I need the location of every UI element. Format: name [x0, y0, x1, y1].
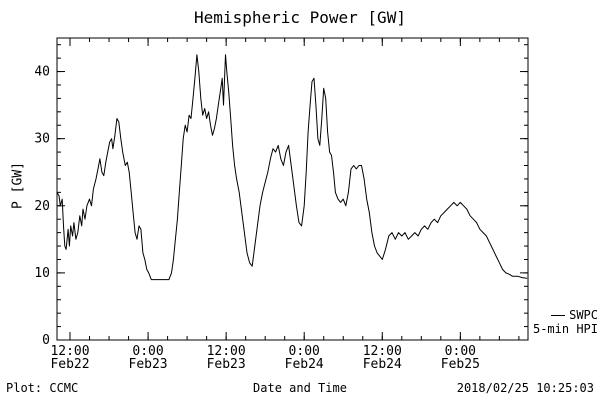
- svg-text:20: 20: [34, 199, 50, 214]
- plot-credit: Plot: CCMC: [6, 381, 79, 395]
- chart-title: Hemispheric Power [GW]: [194, 8, 406, 27]
- svg-text:Feb22: Feb22: [50, 357, 89, 372]
- legend-series-name: SWPC: [569, 308, 598, 322]
- svg-text:Feb25: Feb25: [441, 357, 480, 372]
- svg-text:0:00: 0:00: [445, 344, 476, 359]
- svg-text:12:00: 12:00: [207, 344, 246, 359]
- timestamp: 2018/02/25 10:25:03: [456, 381, 594, 395]
- svg-text:12:00: 12:00: [363, 344, 402, 359]
- svg-text:Feb24: Feb24: [363, 357, 402, 372]
- svg-text:30: 30: [34, 132, 50, 147]
- svg-text:Feb23: Feb23: [129, 357, 168, 372]
- x-axis-label: Date and Time: [253, 381, 347, 395]
- svg-text:0:00: 0:00: [132, 344, 163, 359]
- legend-line-sample: [551, 315, 566, 316]
- svg-text:40: 40: [34, 65, 50, 80]
- svg-text:12:00: 12:00: [50, 344, 89, 359]
- svg-text:0: 0: [42, 333, 50, 348]
- svg-text:10: 10: [34, 266, 50, 281]
- svg-text:Feb23: Feb23: [207, 357, 246, 372]
- svg-text:0:00: 0:00: [289, 344, 320, 359]
- legend-series-desc: 5-min HPI: [532, 322, 598, 336]
- svg-text:Feb24: Feb24: [285, 357, 324, 372]
- legend-row-1: SWPC: [533, 308, 598, 322]
- legend: SWPC 5-min HPI: [533, 308, 598, 336]
